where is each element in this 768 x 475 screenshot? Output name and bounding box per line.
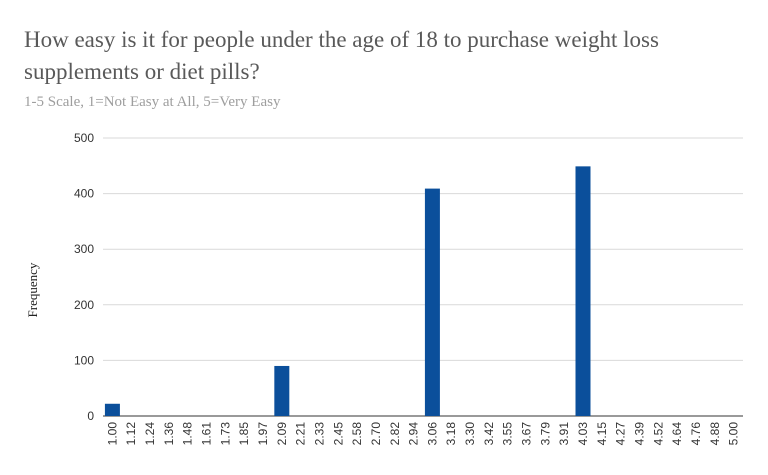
x-tick-label: 5.00 [727,422,741,446]
x-tick-label: 1.73 [218,422,232,446]
x-tick-label: 1.12 [124,422,138,446]
x-tick-label: 1.00 [105,422,119,446]
x-tick-label: 1.48 [181,422,195,446]
x-tick-label: 1.85 [237,422,251,446]
x-tick-label: 1.36 [162,422,176,446]
y-tick-label: 200 [74,298,94,312]
bars [104,166,591,416]
x-tick-label: 3.42 [482,422,496,446]
x-tick-label: 2.82 [388,422,402,446]
y-tick-label: 300 [74,242,94,256]
x-tick-label: 3.91 [557,422,571,446]
x-tick-label: 4.88 [708,422,722,446]
x-axis-ticks: 1.00 1.12 1.24 1.36 1.48 1.61 1.73 1.85 1.97 2.09… [105,422,740,446]
x-tick-label: 1.97 [256,422,270,446]
y-tick-label: 100 [74,353,94,367]
chart-subtitle: 1-5 Scale, 1=Not Easy at All, 5=Very Eas… [24,94,281,110]
y-axis-label: Frequency [25,262,40,317]
gridlines [103,137,743,417]
y-tick-label: 400 [74,187,94,201]
x-tick-label: 2.94 [407,422,421,446]
x-tick-label: 4.27 [614,422,628,446]
x-tick-label: 2.33 [312,422,326,446]
x-tick-label: 2.21 [294,422,308,446]
x-tick-label: 4.39 [632,422,646,446]
x-tick-label: 3.79 [538,422,552,446]
y-axis-ticks: 0 100 200 300 400 500 [74,131,94,423]
x-tick-label: 1.61 [200,422,214,446]
x-tick-label: 1.24 [143,422,157,446]
x-tick-label: 4.64 [670,422,684,446]
x-tick-label: 4.03 [576,422,590,446]
x-tick-label: 3.55 [501,422,515,446]
bar [424,188,440,416]
chart-title: How easy is it for people under the age … [24,27,659,84]
x-tick-label: 2.09 [275,422,289,446]
bar [575,166,591,416]
bar [104,403,120,416]
x-tick-label: 4.15 [595,422,609,446]
x-tick-label: 3.67 [520,422,534,446]
x-tick-label: 2.70 [369,422,383,446]
x-tick-label: 2.58 [350,422,364,446]
x-tick-label: 2.45 [331,422,345,446]
y-tick-label: 500 [74,131,94,145]
x-tick-label: 3.06 [425,422,439,446]
bar [274,365,290,416]
x-tick-label: 4.52 [651,422,665,446]
x-tick-label: 3.18 [444,422,458,446]
y-tick-label: 0 [87,409,94,423]
x-tick-label: 4.76 [689,422,703,446]
x-tick-label: 3.30 [463,422,477,446]
